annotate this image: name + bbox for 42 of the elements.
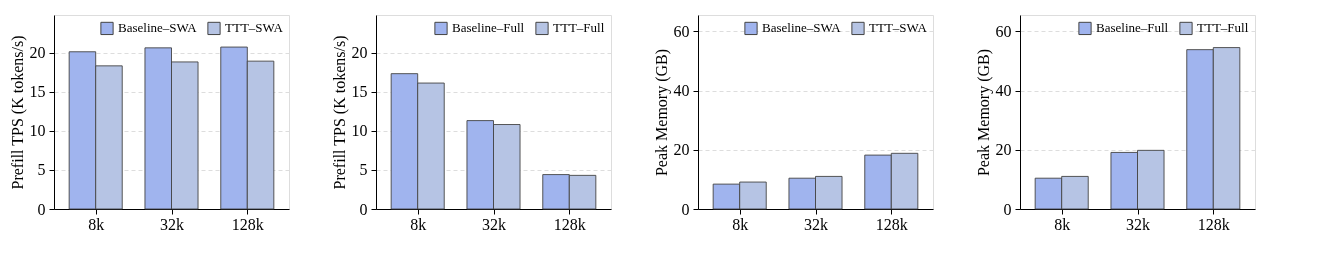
x-tick-label: 32k (160, 215, 184, 233)
y-tick-label: 20 (351, 44, 368, 62)
y-tick-label: 0 (681, 200, 690, 218)
y-tick-label: 0 (1003, 200, 1012, 218)
y-axis-title: Peak Memory (GB) (974, 48, 993, 177)
y-tick-label: 0 (359, 200, 368, 218)
y-tick-label: 10 (29, 122, 46, 140)
legend-label: TTT–Full (1197, 20, 1249, 36)
y-tick-label: 20 (29, 44, 46, 62)
y-tick-label: 40 (673, 82, 690, 100)
y-tick-label: 60 (673, 22, 690, 40)
y-axis-title: Prefill TPS (K tokens/s) (8, 35, 27, 190)
legend-label: Baseline–Full (452, 20, 525, 36)
x-tick-label: 128k (231, 215, 264, 233)
y-tick-label: 5 (359, 161, 368, 179)
y-tick-label: 40 (995, 82, 1012, 100)
legend-label: TTT–SWA (225, 20, 284, 36)
x-tick-label: 32k (804, 215, 828, 233)
x-tick-label: 128k (1197, 215, 1230, 233)
legend-label: TTT–Full (553, 20, 605, 36)
y-tick-label: 10 (351, 122, 368, 140)
y-tick-label: 15 (351, 83, 368, 101)
y-tick-label: 60 (995, 22, 1012, 40)
x-tick-label: 32k (1126, 215, 1150, 233)
y-axis-title: Prefill TPS (K tokens/s) (330, 35, 349, 190)
legend-label: TTT–SWA (869, 20, 928, 36)
x-tick-label: 128k (553, 215, 586, 233)
x-tick-label: 8k (410, 215, 427, 233)
legend-label: Baseline–SWA (118, 20, 198, 36)
legend-label: Baseline–SWA (762, 20, 842, 36)
y-tick-label: 20 (995, 141, 1012, 159)
y-tick-label: 20 (673, 141, 690, 159)
x-tick-label: 8k (732, 215, 749, 233)
x-tick-label: 32k (482, 215, 506, 233)
x-tick-label: 128k (875, 215, 908, 233)
y-tick-label: 0 (37, 200, 46, 218)
y-axis-title: Peak Memory (GB) (652, 48, 671, 177)
y-tick-label: 15 (29, 83, 46, 101)
y-tick-label: 5 (37, 161, 46, 179)
x-tick-label: 8k (88, 215, 105, 233)
legend-label: Baseline–Full (1096, 20, 1169, 36)
x-tick-label: 8k (1054, 215, 1071, 233)
